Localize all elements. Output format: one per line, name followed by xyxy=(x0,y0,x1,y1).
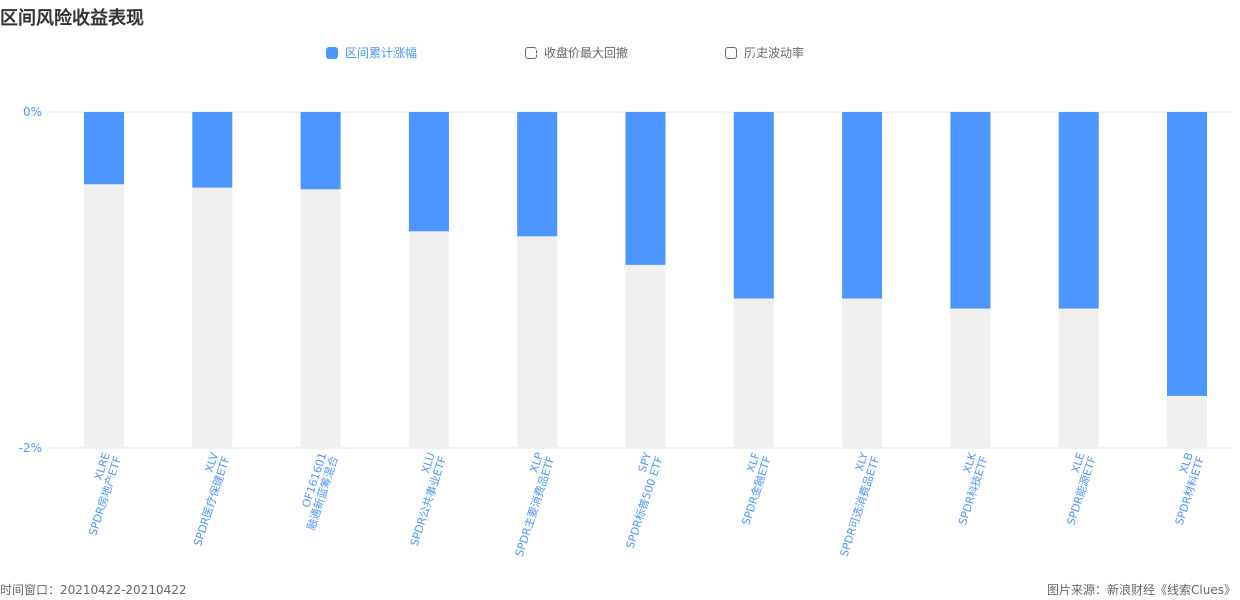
bar xyxy=(517,112,558,237)
bar-value-label: -1.11% xyxy=(856,44,870,86)
bar xyxy=(84,112,124,185)
x-category-code: XLV xyxy=(203,450,222,473)
x-category-code: XLB xyxy=(1177,451,1196,475)
legend-item-max-drawdown[interactable]: 收盘价最大回撤 xyxy=(525,44,628,61)
bar xyxy=(733,112,774,299)
x-category-code: XLK xyxy=(960,450,979,475)
bar xyxy=(842,112,883,299)
x-category-code: XLU xyxy=(419,451,438,475)
bar-value-label: -0.71% xyxy=(422,44,436,86)
legend-swatch-cumulative-return xyxy=(326,46,338,59)
bar xyxy=(950,112,991,309)
y-tick-label: 0% xyxy=(23,105,42,119)
x-category-code: XLE xyxy=(1069,451,1088,475)
legend-checkbox-max-drawdown xyxy=(525,46,537,59)
bar xyxy=(408,112,449,232)
x-category-code: XLF xyxy=(744,451,763,474)
legend-label-volatility: 历史波动率 xyxy=(744,46,805,60)
time-window-note: 时间窗口：20210422-20210422 xyxy=(0,583,187,597)
y-tick-label: -2% xyxy=(19,441,42,455)
bar-value-label: -1.69% xyxy=(1181,44,1195,86)
bar xyxy=(1058,112,1099,309)
bar xyxy=(192,112,233,188)
legend-checkbox-volatility xyxy=(725,46,737,59)
bar-value-label: -1.17% xyxy=(1072,44,1086,86)
bar xyxy=(625,112,666,265)
bar-value-label: -0.43% xyxy=(98,44,112,86)
bar-value-label: -0.74% xyxy=(531,44,545,86)
legend-item-volatility[interactable]: 历史波动率 xyxy=(725,44,804,61)
bar-value-label: -0.46% xyxy=(314,44,328,86)
bar xyxy=(300,112,341,190)
legend: 区间累计涨幅 收盘价最大回撤 历史波动率 xyxy=(0,44,1240,64)
x-category-code: XLP xyxy=(527,451,546,475)
bar-value-label: -0.91% xyxy=(639,44,653,86)
bar-value-label: -1.17% xyxy=(964,44,978,86)
x-category-code: SPY xyxy=(636,451,655,474)
bar-value-label: -1.11% xyxy=(747,44,761,86)
legend-label-max-drawdown: 收盘价最大回撤 xyxy=(544,46,629,60)
bar xyxy=(1167,112,1207,396)
image-source-note: 图片来源：新浪财经《线索Clues》 xyxy=(1047,583,1236,597)
legend-label-cumulative-return: 区间累计涨幅 xyxy=(345,46,418,60)
chart-title: 区间风险收益表现 xyxy=(0,8,144,29)
x-category-code: XLY xyxy=(853,451,871,473)
legend-item-cumulative-return[interactable]: 区间累计涨幅 xyxy=(326,44,417,61)
bar-value-label: -0.45% xyxy=(206,44,220,86)
